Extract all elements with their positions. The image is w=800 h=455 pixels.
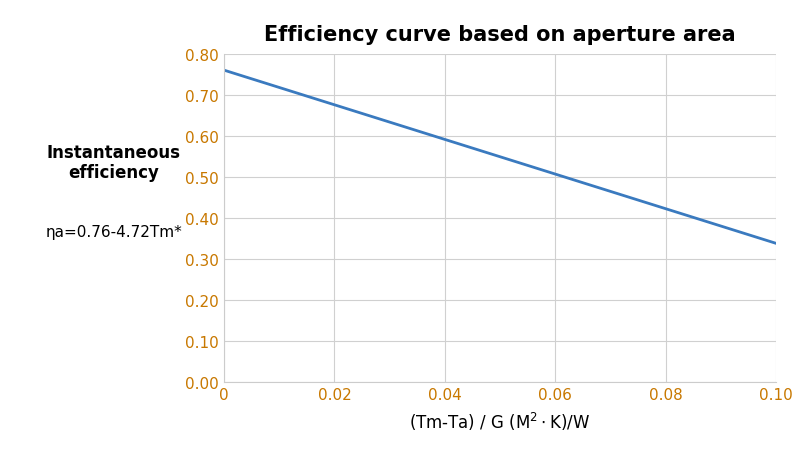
Title: Efficiency curve based on aperture area: Efficiency curve based on aperture area [264, 25, 736, 45]
Text: ηa=0.76-4.72Tm*: ηa=0.76-4.72Tm* [46, 224, 182, 239]
X-axis label: (Tm-Ta) / G (M$^2\cdot$K)/W: (Tm-Ta) / G (M$^2\cdot$K)/W [410, 410, 590, 432]
Text: Instantaneous
efficiency: Instantaneous efficiency [46, 143, 181, 182]
